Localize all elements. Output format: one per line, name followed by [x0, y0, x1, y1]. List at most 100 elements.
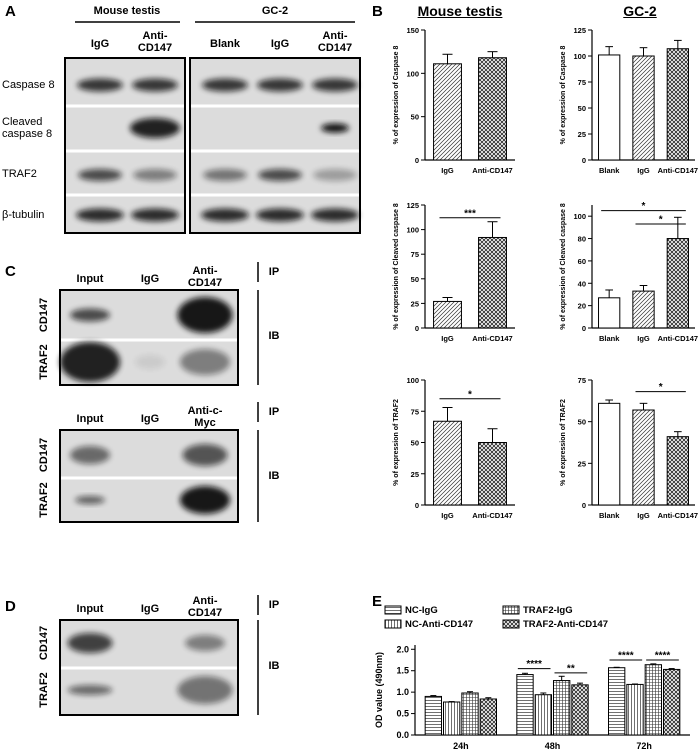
blot-band: [132, 78, 178, 92]
bar: [479, 698, 497, 736]
bar: [666, 238, 689, 329]
row-label: TRAF2: [2, 168, 37, 180]
y-tick-label: 1.5: [396, 666, 409, 676]
bar: [598, 297, 621, 329]
bar: [632, 55, 655, 161]
ib-label: IB: [268, 660, 280, 672]
bar: [478, 236, 507, 329]
bar: [663, 668, 681, 736]
lane-label: IgG: [90, 38, 110, 50]
y-tick-label: 0: [415, 324, 419, 333]
y-axis-label: % of expression of TRAF2: [560, 399, 567, 486]
blot-band: [312, 78, 358, 92]
blot-band: [313, 169, 357, 181]
row-label: TRAF2: [38, 482, 50, 518]
y-tick-label: 125: [573, 26, 586, 35]
y-tick-label: 25: [411, 470, 419, 479]
y-tick-label: 0: [582, 324, 586, 333]
blot-band: [76, 208, 124, 222]
legend-label: NC-IgG: [405, 605, 438, 616]
y-tick-label: 1.0: [396, 687, 409, 697]
blot-band: [311, 208, 359, 222]
x-tick-label: Anti-CD147: [658, 334, 698, 343]
row-label: TRAF2: [38, 344, 50, 380]
bar: [516, 674, 534, 736]
y-tick-label: 50: [578, 104, 586, 113]
legend-label: NC-Anti-CD147: [405, 619, 473, 630]
y-tick-label: 60: [578, 257, 586, 266]
blot-band: [256, 208, 304, 222]
blot-band: [258, 169, 302, 181]
y-tick-label: 0: [415, 501, 419, 510]
blot-band: [180, 486, 230, 514]
blot-band: [70, 308, 110, 322]
significance-label: *: [659, 382, 663, 393]
x-tick-label: Anti-CD147: [472, 334, 512, 343]
bar: [534, 694, 553, 736]
bar: [666, 436, 689, 506]
bar: [433, 420, 462, 506]
bar: [571, 684, 589, 736]
row-label: β-tubulin: [2, 209, 45, 221]
legend-label: TRAF2-IgG: [523, 605, 573, 616]
lane-label: Anti-c-Myc: [187, 405, 223, 429]
x-tick-label: Blank: [599, 334, 620, 343]
y-tick-label: 25: [411, 299, 419, 308]
lane-label: Blank: [210, 38, 240, 50]
significance-label: **: [567, 663, 575, 674]
significance-label: ****: [526, 659, 542, 670]
blot-band: [203, 169, 247, 181]
x-tick-label: IgG: [637, 166, 650, 175]
y-axis-label: % of expression of Cleaved caspase 8: [560, 203, 567, 330]
bar: [433, 63, 462, 161]
ip-label: IP: [268, 406, 280, 418]
bar: [632, 290, 655, 329]
blot-band: [67, 685, 113, 695]
bar: [598, 54, 621, 161]
y-tick-label: 150: [406, 26, 419, 35]
blot-band: [77, 78, 123, 92]
x-tick-label: Blank: [599, 166, 620, 175]
lane-label: IgG: [140, 603, 160, 615]
y-tick-label: 100: [406, 376, 419, 385]
bar: [478, 57, 507, 161]
y-tick-label: 0: [582, 156, 586, 165]
significance-label: ****: [655, 651, 671, 662]
panel-label: A: [5, 3, 16, 20]
lane-label: IgG: [270, 38, 290, 50]
blot-band: [257, 78, 303, 92]
significance-label: ****: [618, 651, 634, 662]
y-tick-label: 2.0: [396, 644, 409, 654]
y-tick-label: 40: [578, 279, 586, 288]
significance-label: ***: [464, 208, 476, 219]
bar: [424, 695, 442, 736]
blot-band: [75, 496, 105, 504]
blot-band: [67, 633, 113, 653]
lane-label: IgG: [140, 413, 160, 425]
lane-label: Anti-CD147: [187, 265, 223, 289]
y-tick-label: 80: [578, 235, 586, 244]
y-tick-label: 75: [411, 250, 419, 259]
bar: [626, 683, 644, 736]
significance-label: *: [659, 215, 663, 226]
lane-label: Anti-CD147: [137, 30, 173, 54]
x-tick-label: 48h: [545, 741, 561, 751]
blot-band: [202, 78, 248, 92]
blot-band: [135, 355, 165, 369]
x-tick-label: Blank: [599, 511, 620, 520]
y-tick-label: 100: [406, 226, 419, 235]
x-tick-label: Anti-CD147: [472, 166, 512, 175]
y-tick-label: 0.0: [396, 730, 409, 740]
y-tick-label: 50: [411, 113, 419, 122]
y-axis-label: % of expression of Caspase 8: [560, 45, 567, 144]
y-tick-label: 100: [573, 52, 586, 61]
y-axis-label: % of expression of Cleaved caspase 8: [393, 203, 400, 330]
y-tick-label: 25: [578, 130, 586, 139]
bar: [666, 48, 689, 161]
panel-label: C: [5, 263, 16, 280]
blot-decor: [75, 21, 355, 715]
bar: [433, 300, 462, 329]
y-tick-label: 50: [411, 275, 419, 284]
blot-band: [130, 118, 180, 138]
